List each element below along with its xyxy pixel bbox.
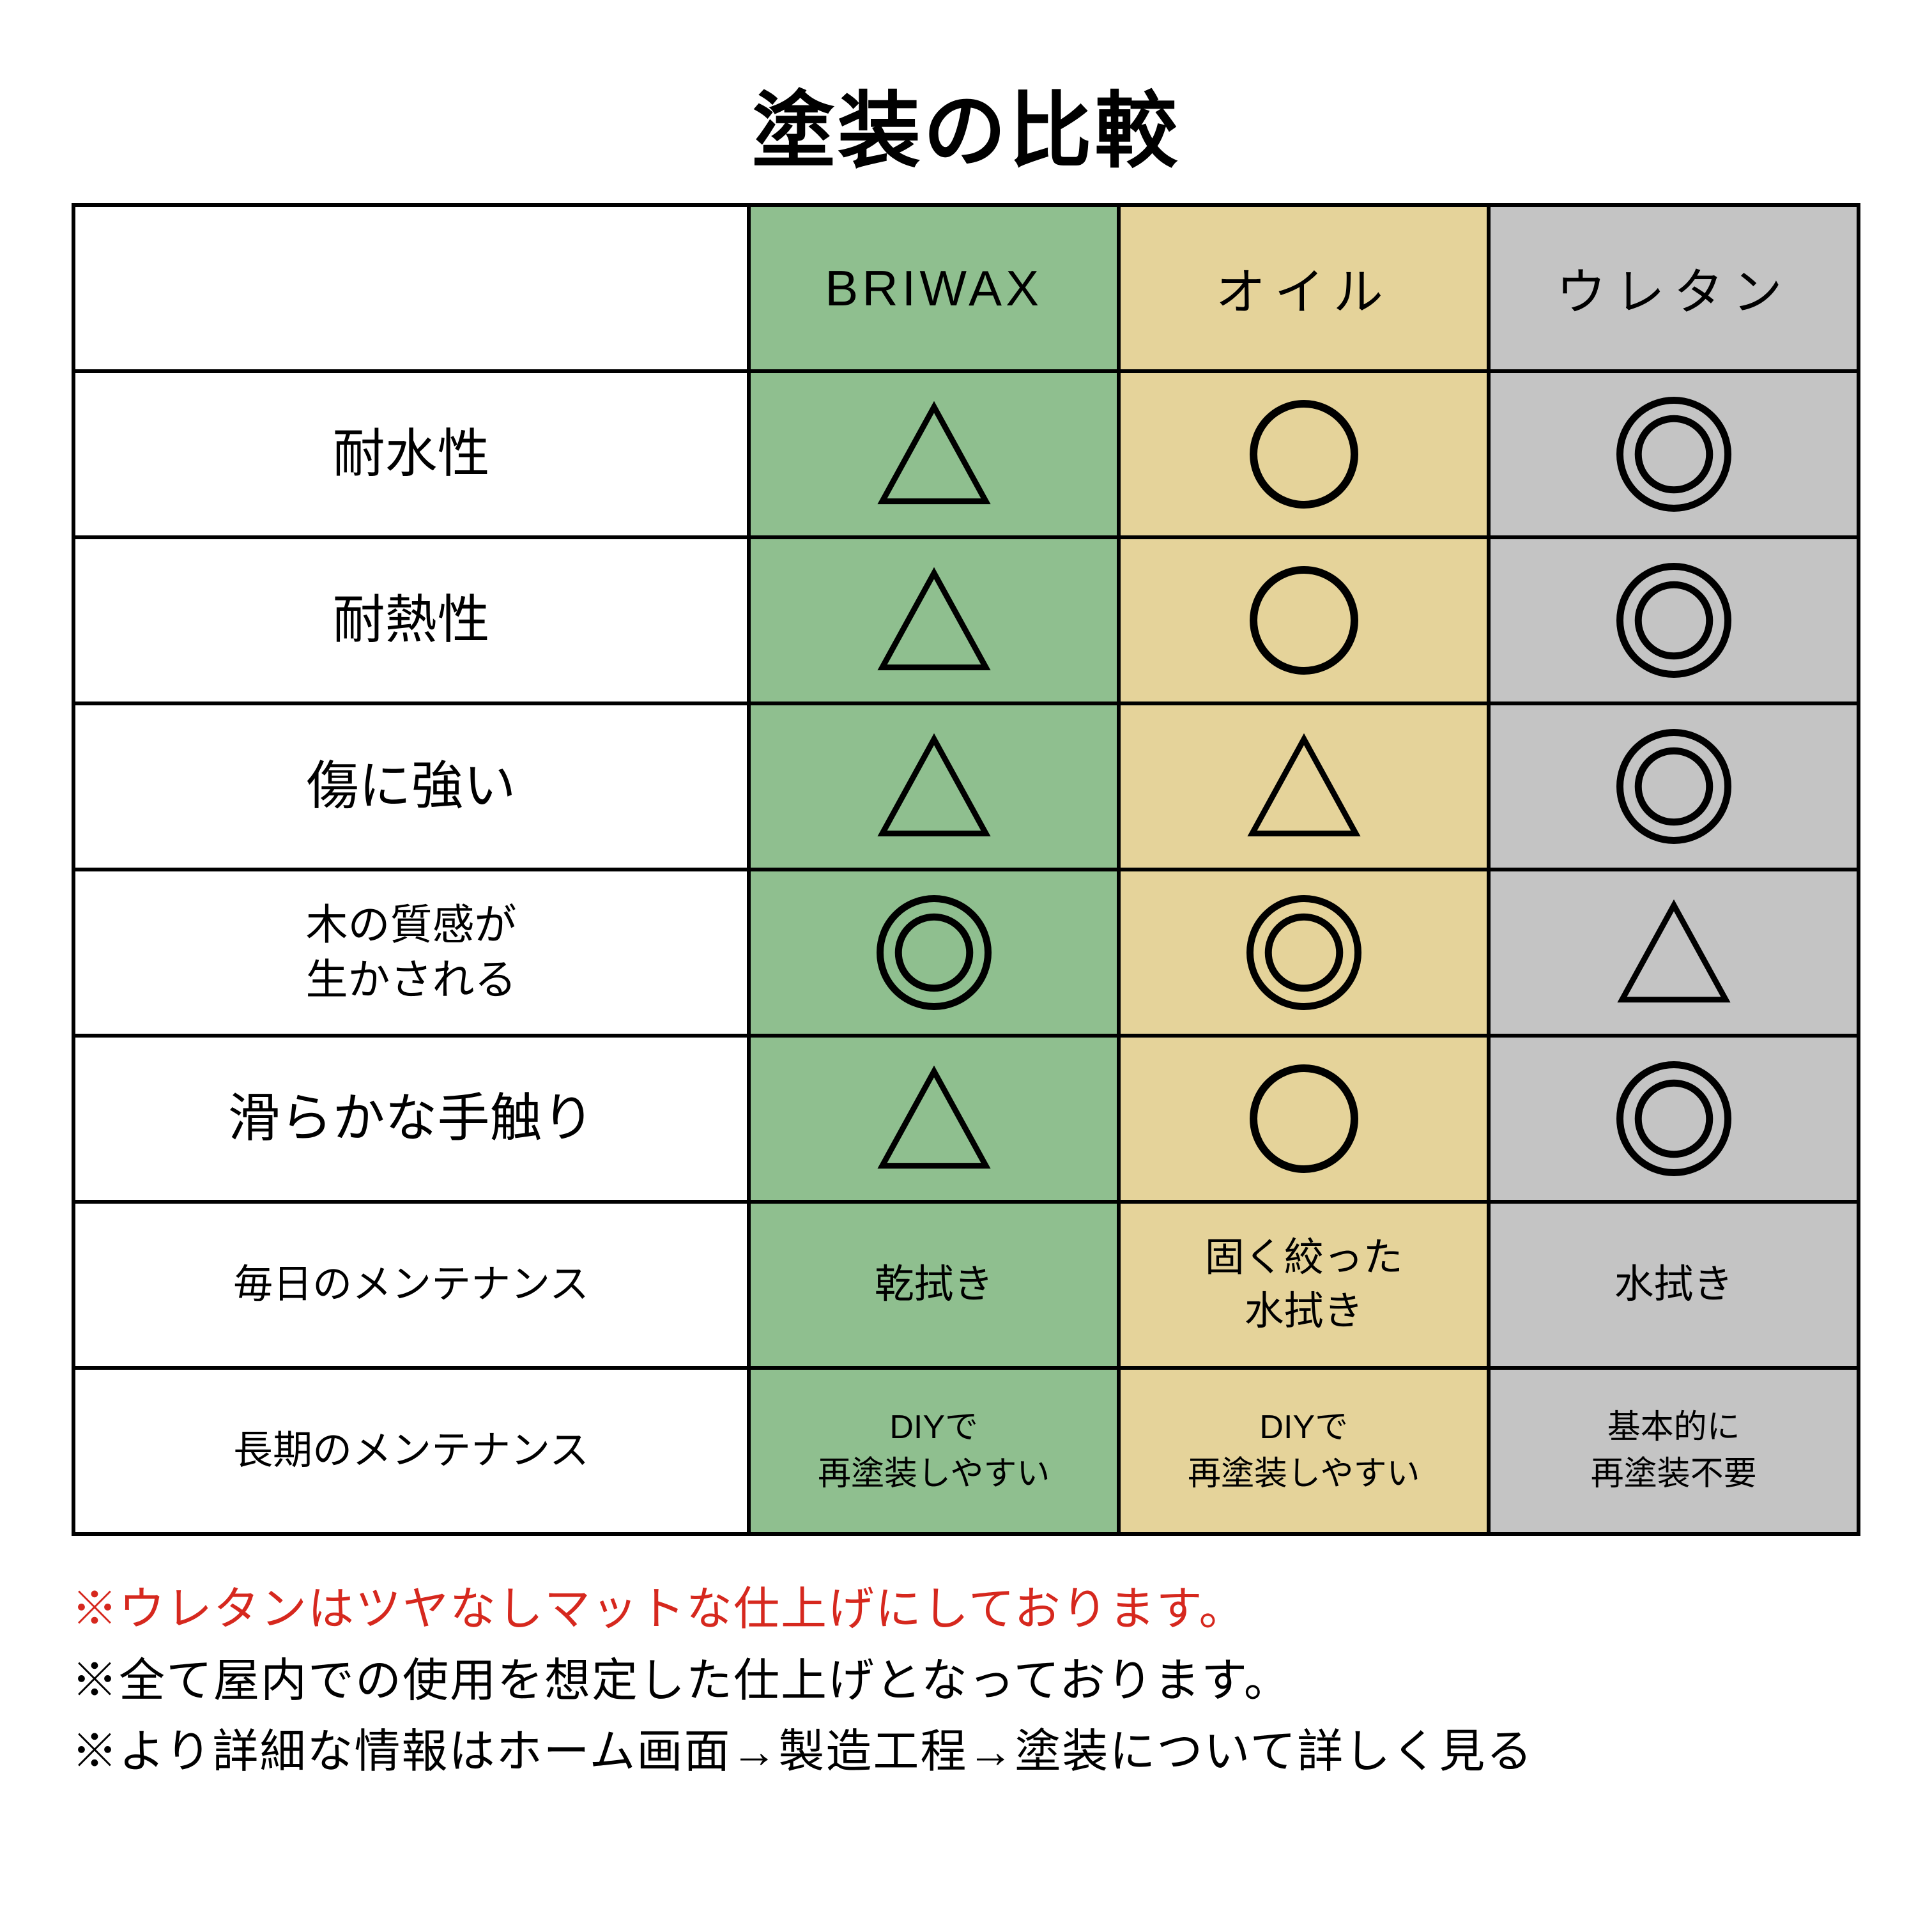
cell-texture-oil xyxy=(1119,870,1489,1036)
rowlabel-heat: 耐熱性 xyxy=(73,537,749,703)
row-heat: 耐熱性 xyxy=(73,537,1859,703)
cell-scratch-oil xyxy=(1119,703,1489,870)
row-scratch: 傷に強い xyxy=(73,703,1859,870)
double-circle-icon xyxy=(877,895,992,1010)
note-3: ※より詳細な情報はホーム画面→製造工程→塗装について詳しく見る xyxy=(72,1717,1860,1788)
header-briwax: BRIWAX xyxy=(749,205,1119,371)
circle-icon xyxy=(1250,566,1358,675)
row-water: 耐水性 xyxy=(73,371,1859,537)
cell-texture-briwax xyxy=(749,870,1119,1036)
double-circle-icon xyxy=(1616,563,1731,678)
triangle-icon xyxy=(877,733,992,839)
note-1: ※ウレタンはツヤなしマットな仕上げにしております。 xyxy=(72,1574,1860,1646)
cell-daily-briwax: 乾拭き xyxy=(749,1202,1119,1368)
triangle-icon xyxy=(877,401,992,507)
rowlabel-smooth: 滑らかな手触り xyxy=(73,1036,749,1202)
double-circle-icon xyxy=(1616,729,1731,844)
triangle-icon xyxy=(1246,733,1361,839)
cell-scratch-briwax xyxy=(749,703,1119,870)
comparison-table: BRIWAX オイル ウレタン 耐水性 耐熱性 傷に強い xyxy=(72,203,1860,1536)
header-urethane: ウレタン xyxy=(1489,205,1859,371)
rowlabel-daily: 毎日のメンテナンス xyxy=(73,1202,749,1368)
rowlabel-water: 耐水性 xyxy=(73,371,749,537)
cell-texture-ure xyxy=(1489,870,1859,1036)
row-texture: 木の質感が 生かされる xyxy=(73,870,1859,1036)
triangle-icon xyxy=(1616,900,1731,1006)
cell-water-oil xyxy=(1119,371,1489,537)
circle-icon xyxy=(1250,400,1358,509)
cell-smooth-oil xyxy=(1119,1036,1489,1202)
row-long: 長期のメンテナンス DIYで 再塗装しやすい DIYで 再塗装しやすい 基本的に… xyxy=(73,1368,1859,1534)
cell-daily-ure: 水拭き xyxy=(1489,1202,1859,1368)
header-oil: オイル xyxy=(1119,205,1489,371)
double-circle-icon xyxy=(1616,397,1731,512)
header-empty xyxy=(73,205,749,371)
cell-daily-oil: 固く絞った 水拭き xyxy=(1119,1202,1489,1368)
cell-long-briwax: DIYで 再塗装しやすい xyxy=(749,1368,1119,1534)
cell-heat-ure xyxy=(1489,537,1859,703)
double-circle-icon xyxy=(1616,1061,1731,1176)
header-row: BRIWAX オイル ウレタン xyxy=(73,205,1859,371)
cell-heat-oil xyxy=(1119,537,1489,703)
double-circle-icon xyxy=(1246,895,1361,1010)
cell-scratch-ure xyxy=(1489,703,1859,870)
cell-heat-briwax xyxy=(749,537,1119,703)
row-daily: 毎日のメンテナンス 乾拭き 固く絞った 水拭き 水拭き xyxy=(73,1202,1859,1368)
cell-smooth-briwax xyxy=(749,1036,1119,1202)
note-2: ※全て屋内での使用を想定した仕上げとなっております。 xyxy=(72,1646,1860,1717)
rowlabel-long: 長期のメンテナンス xyxy=(73,1368,749,1534)
cell-water-briwax xyxy=(749,371,1119,537)
cell-long-ure: 基本的に 再塗装不要 xyxy=(1489,1368,1859,1534)
notes-block: ※ウレタンはツヤなしマットな仕上げにしております。 ※全て屋内での使用を想定した… xyxy=(72,1574,1860,1788)
cell-long-oil: DIYで 再塗装しやすい xyxy=(1119,1368,1489,1534)
circle-icon xyxy=(1250,1064,1358,1173)
triangle-icon xyxy=(877,1066,992,1172)
cell-smooth-ure xyxy=(1489,1036,1859,1202)
rowlabel-scratch: 傷に強い xyxy=(73,703,749,870)
page-title: 塗装の比較 xyxy=(752,64,1180,184)
rowlabel-texture: 木の質感が 生かされる xyxy=(73,870,749,1036)
row-smooth: 滑らかな手触り xyxy=(73,1036,1859,1202)
cell-water-ure xyxy=(1489,371,1859,537)
triangle-icon xyxy=(877,567,992,673)
